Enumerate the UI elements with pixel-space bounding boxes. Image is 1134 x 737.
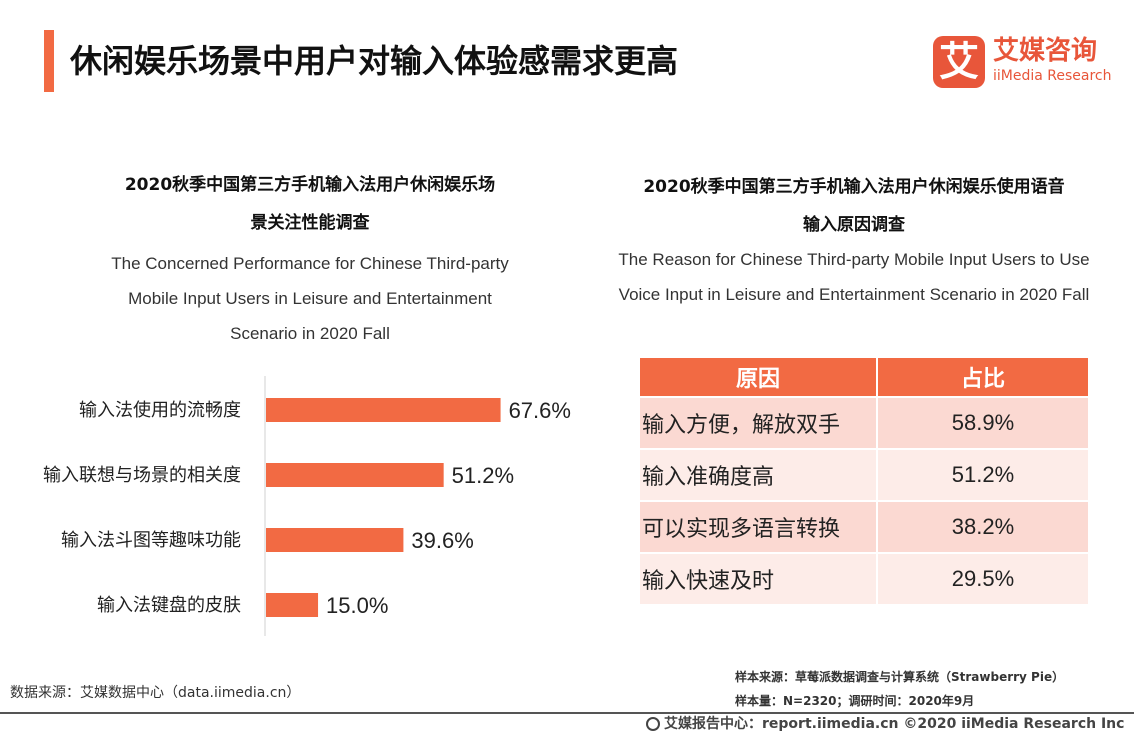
logo-cn-text: 艾媒咨询: [993, 36, 1098, 66]
table-row: 输入方便，解放双手 58.9%: [640, 396, 1088, 449]
page-title: 休闲娱乐场景中用户对输入体验感需求更高: [70, 42, 679, 80]
data-source: 数据来源：艾媒数据中心（data.iimedia.cn）: [10, 685, 301, 701]
table-row: 输入快速及时 29.5%: [640, 552, 1088, 604]
right-title-line2: 输入原因调查: [803, 215, 905, 235]
right-chart-subtitle: The Reason for Chinese Third-party Mobil…: [580, 242, 1128, 312]
bar: [266, 398, 501, 422]
table-row: 可以实现多语言转换 38.2%: [640, 500, 1088, 553]
left-sub-line2: Mobile Input Users in Leisure and Entert…: [128, 289, 492, 308]
right-sub-line1: The Reason for Chinese Third-party Mobil…: [618, 250, 1090, 269]
title-accent-bar: [44, 30, 54, 92]
right-title-line1: 2020秋季中国第三方手机输入法用户休闲娱乐使用语音: [643, 177, 1065, 197]
iimedia-logo: 艾 艾媒咨询 iiMedia Research: [933, 36, 1123, 88]
right-chart-title: 2020秋季中国第三方手机输入法用户休闲娱乐使用语音 输入原因调查: [580, 168, 1128, 244]
left-title-line1: 2020秋季中国第三方手机输入法用户休闲娱乐场: [124, 175, 496, 195]
right-sub-line2: Voice Input in Leisure and Entertainment…: [618, 285, 1090, 304]
header-reason: 原因: [640, 358, 878, 397]
table-row: 输入准确度高 51.2%: [640, 448, 1088, 501]
share-cell: 58.9%: [877, 396, 1088, 449]
reason-cell: 可以实现多语言转换: [640, 500, 878, 553]
sample-source: 样本来源：草莓派数据调查与计算系统（Strawberry Pie）: [735, 670, 1065, 684]
share-cell: 38.2%: [877, 500, 1088, 553]
bar: [266, 528, 404, 552]
sample-size: 样本量：N=2320；调研时间：2020年9月: [735, 694, 975, 708]
report-center: 艾媒报告中心：report.iimedia.cn ©2020 iiMedia R…: [646, 714, 1124, 734]
bar-value-label: 39.6%: [411, 528, 473, 553]
reason-cell: 输入方便，解放双手: [640, 396, 878, 449]
bar-category-label: 输入联想与场景的相关度: [43, 465, 241, 486]
bar: [266, 463, 444, 487]
bar-category-label: 输入法使用的流畅度: [79, 400, 241, 421]
share-cell: 51.2%: [877, 448, 1088, 501]
table-header-row: 原因 占比: [640, 358, 1088, 397]
header-share: 占比: [877, 358, 1088, 397]
bar-category-label: 输入法斗图等趣味功能: [61, 530, 241, 551]
reason-cell: 输入准确度高: [640, 448, 878, 501]
bar-value-label: 67.6%: [509, 398, 571, 423]
logo-mark-icon: 艾: [933, 36, 985, 88]
left-sub-line3: Scenario in 2020 Fall: [230, 324, 390, 343]
bar-value-label: 51.2%: [452, 463, 514, 488]
bar-category-label: 输入法键盘的皮肤: [97, 595, 241, 616]
bar: [266, 593, 319, 617]
left-title-line2: 景关注性能调查: [250, 213, 370, 233]
left-sub-line1: The Concerned Performance for Chinese Th…: [111, 254, 509, 273]
bar-value-label: 15.0%: [326, 593, 388, 618]
globe-icon: [646, 717, 660, 731]
performance-bar-chart: 输入法使用的流畅度 67.6% 输入联想与场景的相关度 51.2% 输入法斗图等趣味功能…: [43, 376, 571, 636]
footer-divider: [0, 712, 1134, 714]
left-chart-subtitle: The Concerned Performance for Chinese Th…: [60, 246, 560, 351]
reason-cell: 输入快速及时: [640, 552, 878, 604]
logo-en-text: iiMedia Research: [993, 68, 1112, 84]
report-center-text: 艾媒报告中心：report.iimedia.cn ©2020 iiMedia R…: [664, 716, 1125, 732]
left-chart-title: 2020秋季中国第三方手机输入法用户休闲娱乐场 景关注性能调查: [60, 166, 560, 242]
share-cell: 29.5%: [877, 552, 1088, 604]
voice-reason-table: 原因 占比 输入方便，解放双手 58.9% 输入准确度高 51.2% 可以实现多…: [640, 358, 1088, 604]
